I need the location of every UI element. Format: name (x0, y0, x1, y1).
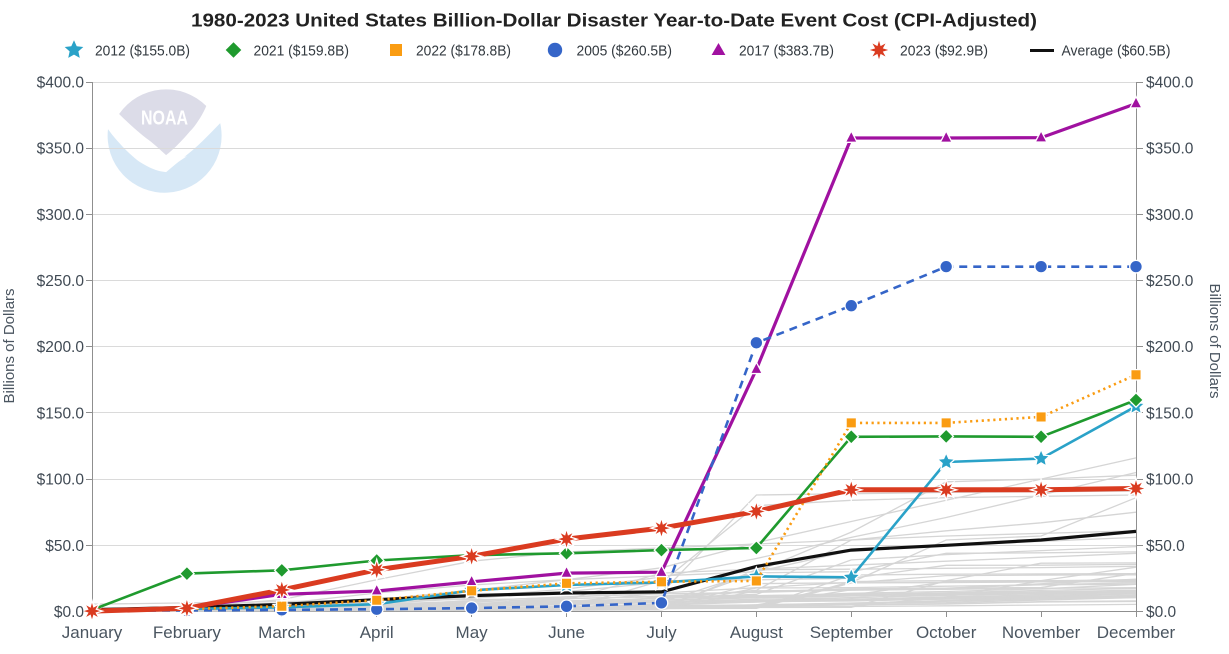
svg-text:$250.0: $250.0 (1146, 273, 1194, 290)
svg-text:Billions of Dollars: Billions of Dollars (1, 288, 18, 403)
svg-text:$150.0: $150.0 (37, 405, 85, 422)
svg-text:2012 ($155.0B): 2012 ($155.0B) (95, 43, 190, 60)
svg-text:January: January (62, 623, 123, 642)
svg-text:$400.0: $400.0 (1146, 75, 1194, 92)
svg-text:November: November (1002, 623, 1081, 642)
svg-text:July: July (646, 623, 677, 642)
svg-text:$50.0: $50.0 (1146, 538, 1185, 555)
svg-text:2021 ($159.8B): 2021 ($159.8B) (254, 43, 350, 60)
svg-text:$400.0: $400.0 (37, 75, 85, 92)
svg-text:$200.0: $200.0 (37, 339, 85, 356)
svg-text:$350.0: $350.0 (1146, 141, 1194, 158)
svg-text:September: September (810, 623, 893, 642)
svg-text:2023 ($92.9B): 2023 ($92.9B) (900, 43, 988, 60)
svg-text:December: December (1097, 623, 1176, 642)
svg-text:May: May (456, 623, 489, 642)
svg-text:$200.0: $200.0 (1146, 339, 1194, 356)
svg-text:April: April (360, 623, 394, 642)
svg-text:October: October (916, 623, 977, 642)
svg-text:March: March (258, 623, 305, 642)
svg-text:NOAA: NOAA (141, 106, 188, 129)
svg-text:$0.0: $0.0 (54, 604, 85, 621)
svg-text:June: June (548, 623, 585, 642)
svg-text:$0.0: $0.0 (1146, 604, 1177, 621)
svg-text:$50.0: $50.0 (45, 538, 84, 555)
svg-text:$100.0: $100.0 (37, 472, 85, 489)
svg-text:Billions of Dollars: Billions of Dollars (1206, 283, 1223, 398)
svg-text:1980-2023 United States Billio: 1980-2023 United States Billion-Dollar D… (191, 10, 1037, 31)
svg-text:2022 ($178.8B): 2022 ($178.8B) (416, 43, 511, 60)
svg-text:$150.0: $150.0 (1146, 405, 1194, 422)
svg-text:February: February (153, 623, 222, 642)
svg-text:$300.0: $300.0 (1146, 207, 1194, 224)
svg-text:$100.0: $100.0 (1146, 472, 1194, 489)
svg-text:August: August (730, 623, 783, 642)
svg-text:$300.0: $300.0 (37, 207, 85, 224)
svg-text:$250.0: $250.0 (37, 273, 85, 290)
svg-text:Average ($60.5B): Average ($60.5B) (1062, 43, 1171, 60)
svg-text:$350.0: $350.0 (37, 141, 85, 158)
svg-text:2017 ($383.7B): 2017 ($383.7B) (739, 43, 834, 60)
svg-text:2005 ($260.5B): 2005 ($260.5B) (577, 43, 673, 60)
